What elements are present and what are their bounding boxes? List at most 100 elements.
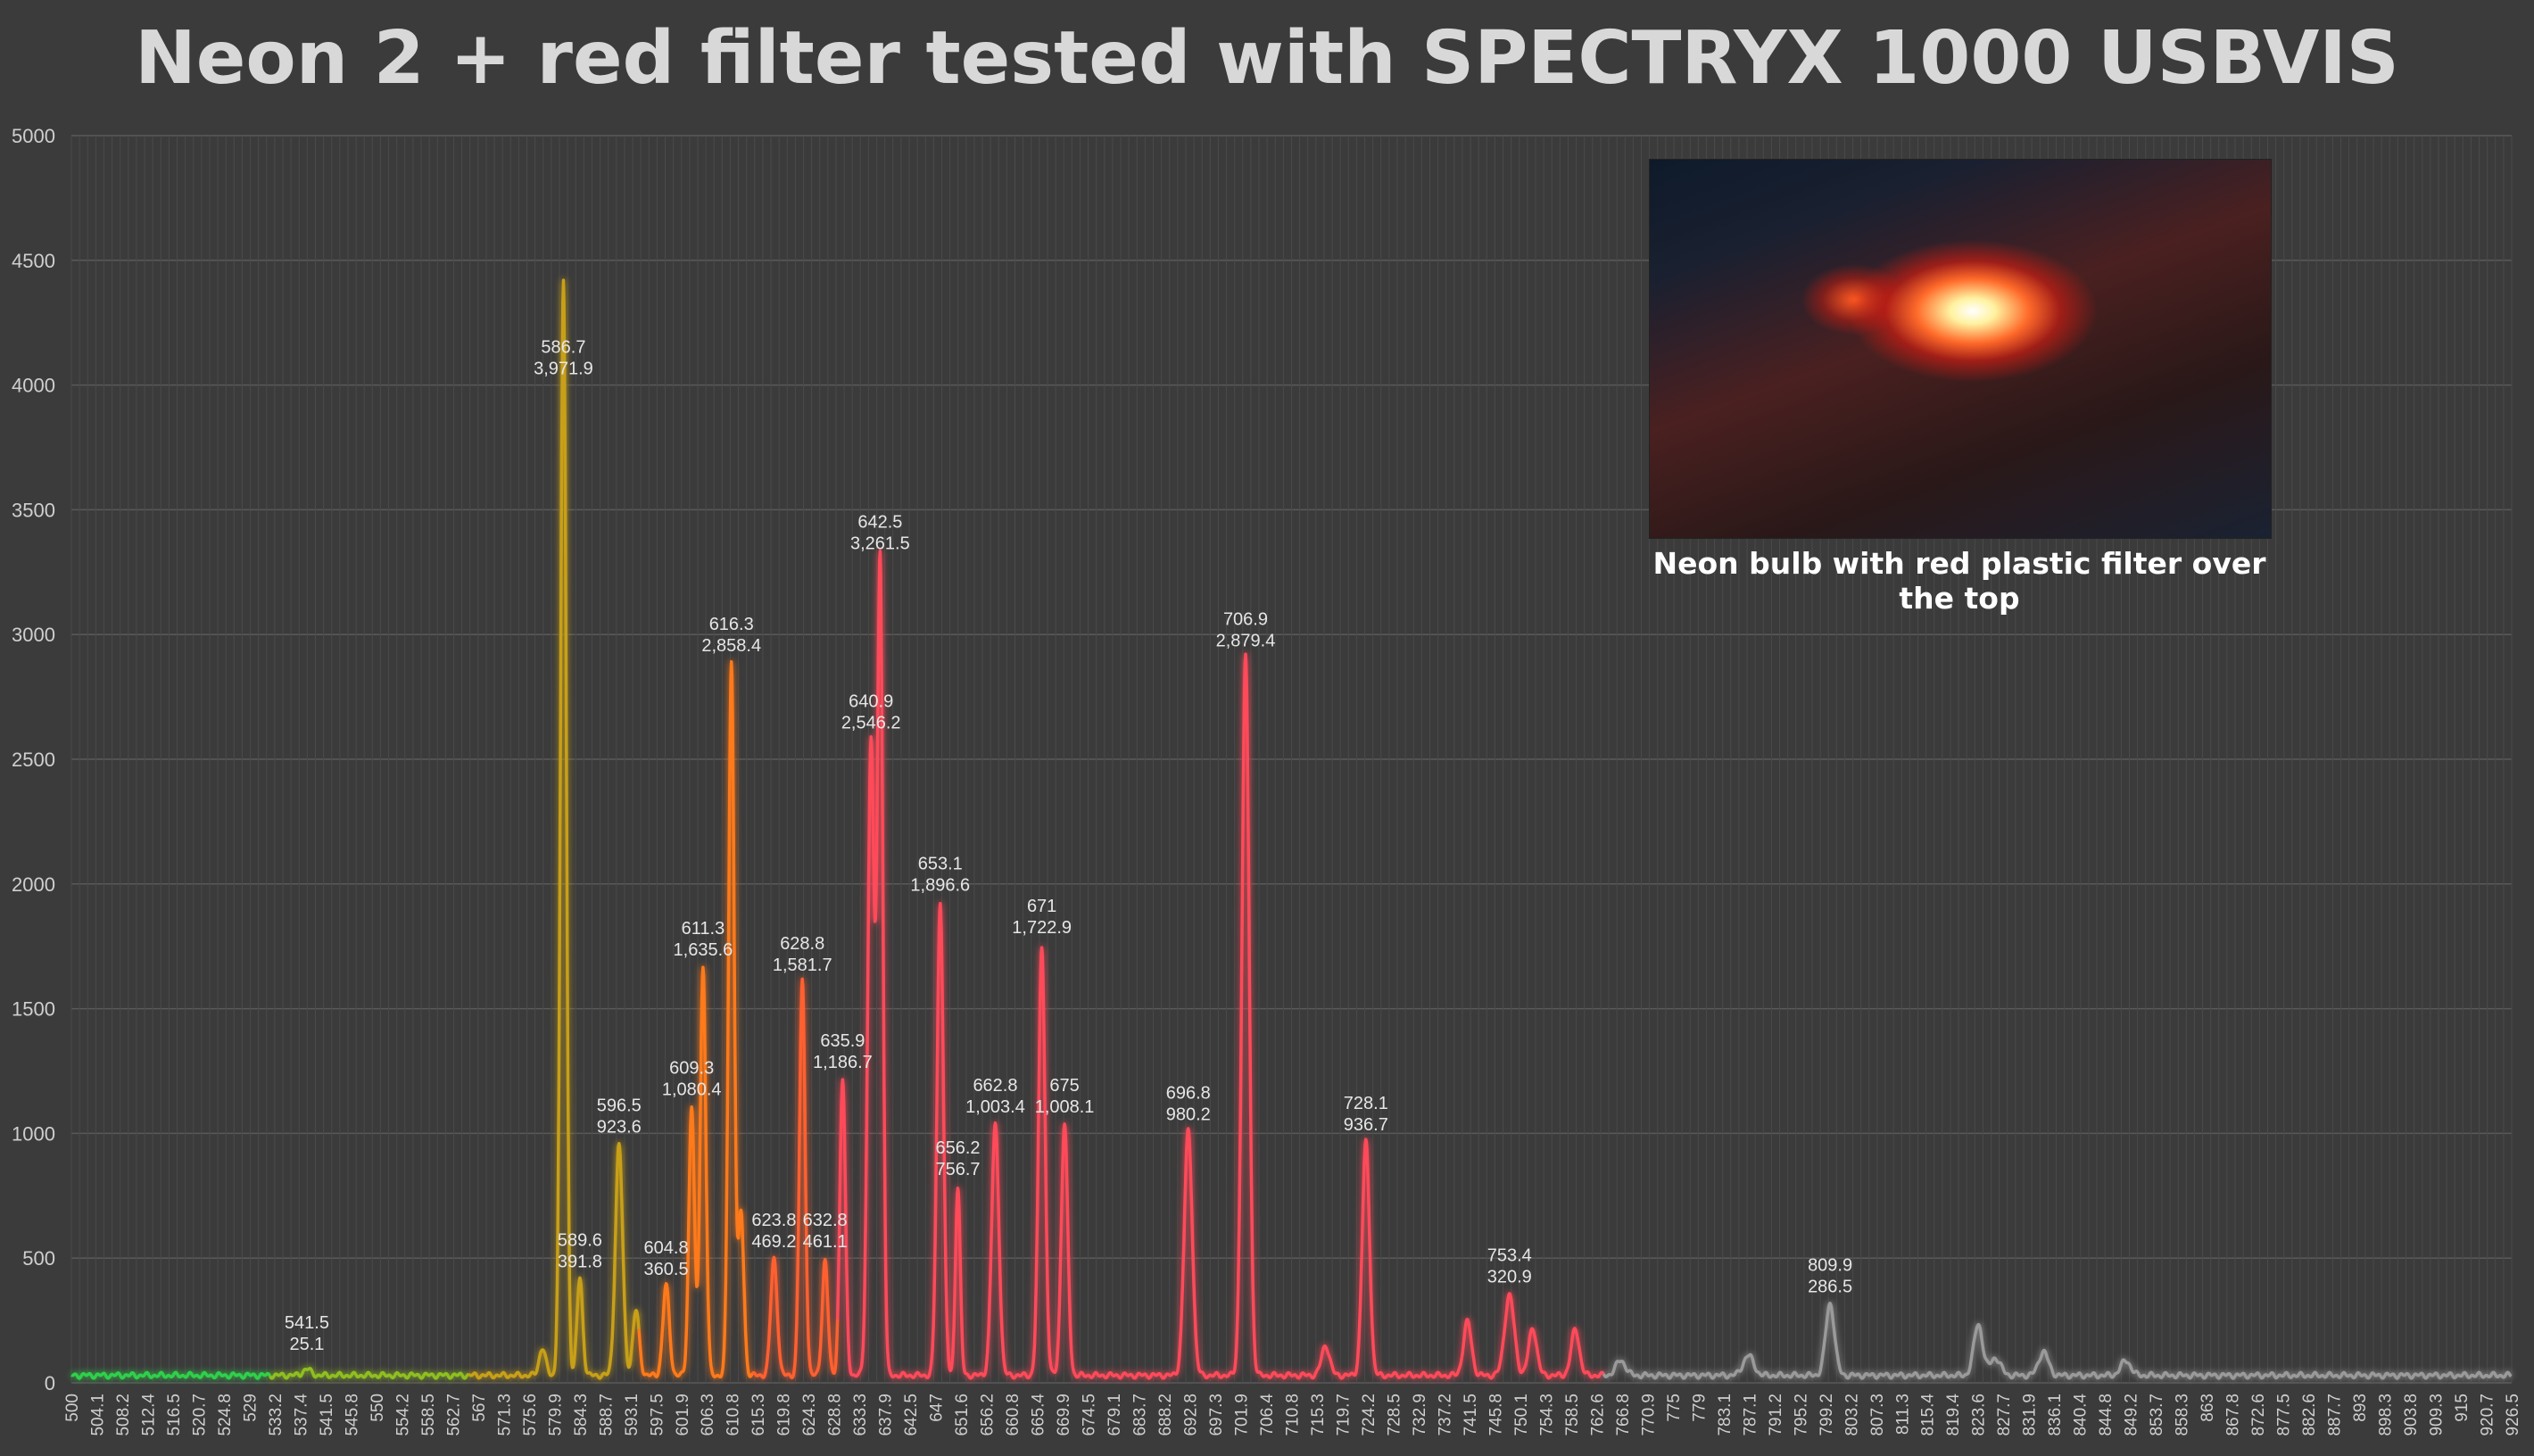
x-tick-label: 827.7 xyxy=(1995,1394,2014,1436)
x-tick-label: 775 xyxy=(1665,1394,1684,1422)
x-tick-label: 877.5 xyxy=(2275,1394,2294,1436)
peak-wavelength-label: 753.4 xyxy=(1487,1245,1532,1265)
peak-wavelength-label: 635.9 xyxy=(820,1031,865,1051)
spectrum-segment xyxy=(637,660,754,1379)
peak-wavelength-label: 696.8 xyxy=(1166,1084,1211,1104)
peak-wavelength-label: 623.8 xyxy=(751,1211,796,1230)
peak-wavelength-label: 640.9 xyxy=(849,692,893,712)
peak-wavelength-label: 616.3 xyxy=(709,615,754,634)
x-tick-label: 660.8 xyxy=(1004,1394,1023,1436)
x-tick-label: 571.3 xyxy=(495,1394,514,1436)
peak-value-label: 286.5 xyxy=(1808,1278,1852,1297)
x-tick-label: 516.5 xyxy=(165,1394,184,1436)
peak-value-label: 1,080.4 xyxy=(662,1080,722,1100)
x-tick-label: 920.7 xyxy=(2479,1394,2497,1436)
x-tick-label: 803.2 xyxy=(1843,1394,1861,1436)
peak-value-label: 2,858.4 xyxy=(701,636,761,656)
peak-value-label: 1,186.7 xyxy=(813,1053,873,1072)
y-tick-label: 2500 xyxy=(12,749,55,771)
x-tick-label: 737.2 xyxy=(1436,1394,1454,1436)
peak-value-label: 1,896.6 xyxy=(910,875,970,895)
peak-value-label: 3,261.5 xyxy=(850,534,910,553)
x-tick-label: 867.8 xyxy=(2224,1394,2243,1436)
x-tick-label: 754.3 xyxy=(1537,1394,1556,1436)
peak-value-label: 3,971.9 xyxy=(534,360,593,379)
peak-value-label: 320.9 xyxy=(1487,1267,1532,1286)
x-tick-label: 697.3 xyxy=(1207,1394,1226,1436)
x-tick-label: 811.3 xyxy=(1893,1394,1912,1435)
y-tick-label: 1500 xyxy=(12,998,55,1021)
x-tick-label: 762.6 xyxy=(1588,1394,1607,1436)
x-tick-label: 633.3 xyxy=(851,1394,870,1436)
x-tick-label: 593.1 xyxy=(623,1394,642,1436)
peak-wavelength-label: 671 xyxy=(1027,897,1056,916)
x-tick-label: 550 xyxy=(369,1394,387,1422)
y-tick-label: 4000 xyxy=(12,375,55,397)
peak-labels: 541.5 25.1 586.7 3,971.9 589.6 391.8 596.5923.… xyxy=(285,338,1852,1354)
x-tick-label: 701.9 xyxy=(1233,1394,1252,1436)
x-tick-label: 692.8 xyxy=(1182,1394,1201,1436)
x-tick-label: 562.7 xyxy=(444,1394,463,1436)
x-tick-label: 606.3 xyxy=(699,1394,717,1436)
x-tick-label: 601.9 xyxy=(674,1394,692,1436)
peak-value-label: 1,008.1 xyxy=(1035,1097,1095,1117)
x-tick-label: 849.2 xyxy=(2123,1394,2141,1436)
peak-value-label: 391.8 xyxy=(558,1253,602,1272)
peak-wavelength-label: 809.9 xyxy=(1808,1256,1852,1276)
x-tick-label: 823.6 xyxy=(1970,1394,1989,1436)
peak-wavelength-label: 675 xyxy=(1049,1076,1079,1096)
x-tick-label: 610.8 xyxy=(725,1394,743,1436)
spectrum-segment xyxy=(468,278,641,1380)
x-tick-label: 872.6 xyxy=(2249,1394,2268,1436)
x-tick-label: 615.3 xyxy=(749,1394,768,1436)
x-tick-label: 853.7 xyxy=(2148,1394,2166,1436)
peak-value-label: 2,546.2 xyxy=(841,714,901,733)
y-tick-label: 0 xyxy=(45,1372,55,1394)
peak-wavelength-label: 728.1 xyxy=(1344,1094,1388,1113)
x-tick-label: 679.1 xyxy=(1106,1394,1124,1436)
x-tick-label: 779 xyxy=(1690,1394,1709,1422)
x-tick-label: 533.2 xyxy=(267,1394,286,1436)
x-tick-label: 887.7 xyxy=(2326,1394,2345,1436)
neon-bulb-photo xyxy=(1649,159,2272,539)
peak-wavelength-label: 586.7 xyxy=(541,338,585,358)
peak-value-label: 923.6 xyxy=(597,1118,642,1138)
y-tick-label: 2000 xyxy=(12,873,55,896)
x-tick-label: 575.6 xyxy=(521,1394,540,1436)
peak-value-label: 360.5 xyxy=(644,1260,689,1279)
spectrum-line xyxy=(70,278,2513,1380)
x-tick-label: 545.8 xyxy=(343,1394,361,1436)
x-tick-label: 619.8 xyxy=(775,1394,794,1436)
x-tick-label: 719.7 xyxy=(1334,1394,1353,1436)
x-tick-label: 520.7 xyxy=(190,1394,209,1436)
x-tick-label: 926.5 xyxy=(2504,1394,2522,1436)
x-tick-label: 588.7 xyxy=(597,1394,616,1436)
x-tick-label: 799.2 xyxy=(1818,1394,1836,1436)
x-tick-label: 882.6 xyxy=(2300,1394,2319,1436)
x-tick-label: 815.4 xyxy=(1919,1394,1938,1436)
peak-wavelength-label: 596.5 xyxy=(597,1096,642,1116)
x-tick-label: 732.9 xyxy=(1411,1394,1429,1436)
peak-value-label: 469.2 xyxy=(751,1232,796,1252)
peak-value-label: 2,879.4 xyxy=(1216,631,1276,650)
y-axis-ticks: 0 500 1000 1500 2000 2500 3000 3500 4000 4500 5000 xyxy=(12,125,55,1394)
peak-value-label: 461.1 xyxy=(803,1232,848,1252)
x-tick-label: 537.4 xyxy=(292,1394,311,1436)
x-tick-label: 558.5 xyxy=(419,1394,438,1436)
x-tick-label: 554.2 xyxy=(393,1394,412,1436)
peak-wavelength-label: 541.5 xyxy=(285,1313,329,1333)
x-tick-label: 567 xyxy=(470,1394,489,1422)
x-tick-label: 508.2 xyxy=(114,1394,133,1436)
x-tick-label: 728.5 xyxy=(1385,1394,1404,1436)
peak-value-label: 1,635.6 xyxy=(674,940,733,960)
x-tick-label: 683.7 xyxy=(1131,1394,1150,1436)
x-tick-label: 642.5 xyxy=(902,1394,921,1436)
y-tick-label: 4500 xyxy=(12,250,55,272)
x-tick-label: 741.5 xyxy=(1462,1394,1480,1436)
x-tick-label: 710.8 xyxy=(1284,1394,1303,1436)
y-tick-label: 3500 xyxy=(12,499,55,521)
spectrum-segment xyxy=(1602,1302,2513,1380)
peak-wavelength-label: 609.3 xyxy=(669,1059,714,1079)
x-tick-label: 909.3 xyxy=(2428,1394,2447,1436)
x-tick-label: 651.6 xyxy=(953,1394,972,1436)
